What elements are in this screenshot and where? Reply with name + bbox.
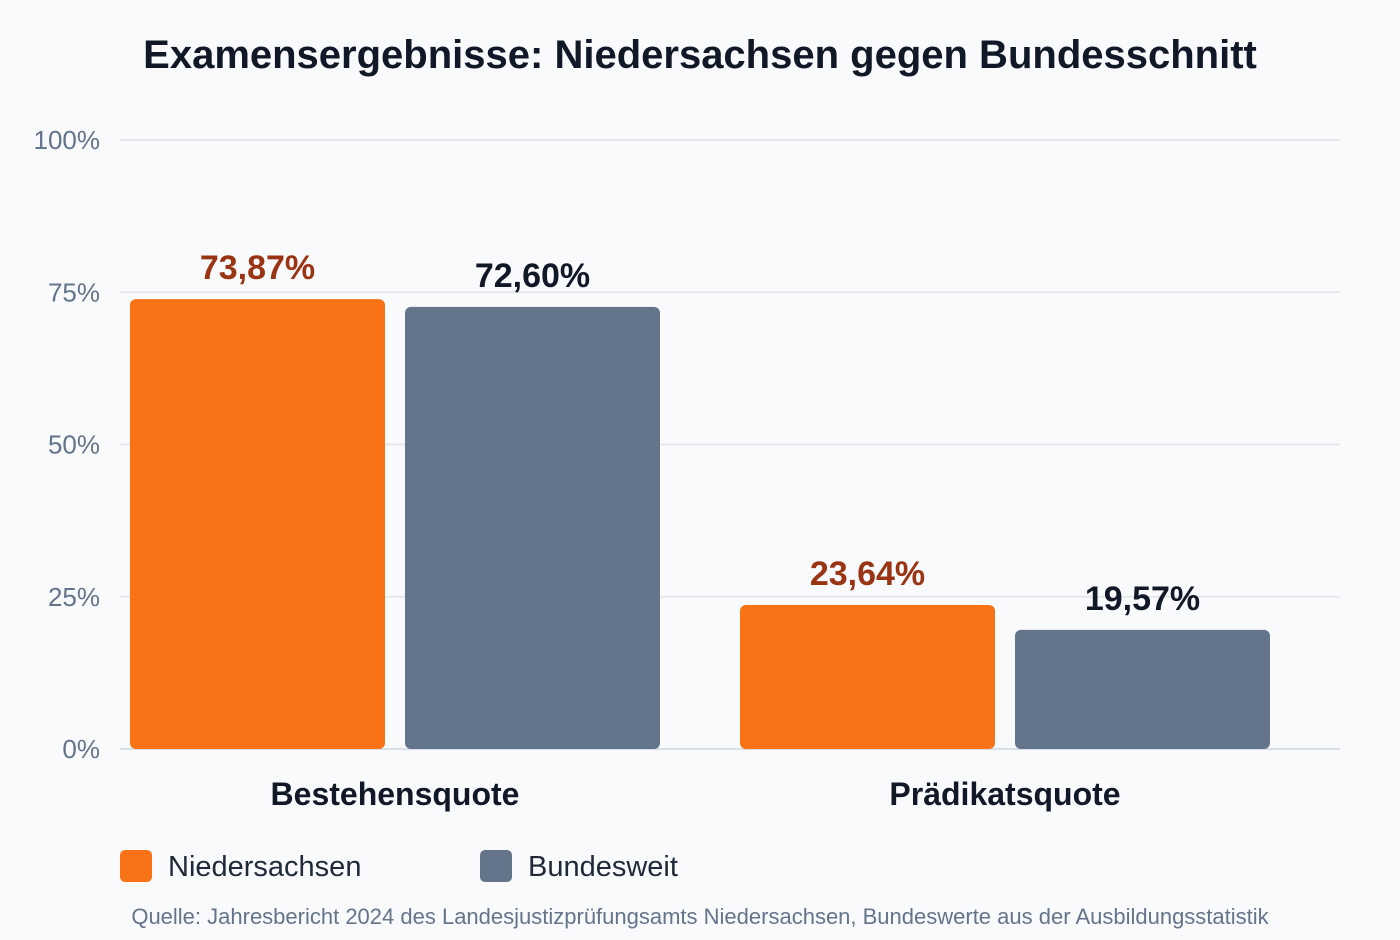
legend-item-bundesweit: Bundesweit <box>480 850 678 883</box>
legend-swatch <box>120 850 152 882</box>
bar-bundesweit-1 <box>405 306 660 749</box>
legend-item-niedersachsen: Niedersachsen <box>120 850 361 883</box>
value-label: 19,57% <box>1085 580 1200 618</box>
y-axis-ticks: 0% 25% 50% 75% 100% <box>34 125 101 764</box>
legend-label: Bundesweit <box>528 851 678 883</box>
y-tick-label: 0% <box>62 734 100 764</box>
bars <box>130 299 1270 749</box>
y-tick-label: 100% <box>34 125 101 155</box>
legend-swatch <box>480 850 512 882</box>
y-tick-label: 25% <box>48 582 100 612</box>
y-tick-label: 50% <box>48 430 100 460</box>
bar-niedersachsen-2 <box>740 605 995 749</box>
value-labels: 73,87% 72,60% 23,64% 19,57% <box>200 249 1200 618</box>
value-label: 72,60% <box>475 257 590 295</box>
value-label: 23,64% <box>810 555 925 593</box>
value-label: 73,87% <box>200 249 315 287</box>
bar-niedersachsen-1 <box>130 299 385 749</box>
legend-label: Niedersachsen <box>168 851 361 883</box>
legend: Niedersachsen Bundesweit <box>120 850 678 883</box>
y-tick-label: 75% <box>48 277 100 307</box>
chart-title: Examensergebnisse: Niedersachsen gegen B… <box>143 33 1257 77</box>
bar-bundesweit-2 <box>1015 629 1270 749</box>
x-axis-categories: Bestehensquote Prädikatsquote <box>271 776 1121 812</box>
source-note: Quelle: Jahresbericht 2024 des Landesjus… <box>131 904 1269 929</box>
x-category-label: Prädikatsquote <box>889 776 1120 812</box>
x-category-label: Bestehensquote <box>271 776 520 812</box>
